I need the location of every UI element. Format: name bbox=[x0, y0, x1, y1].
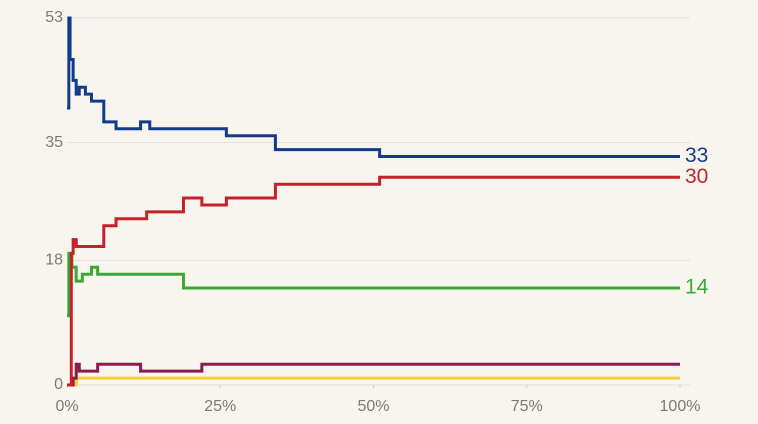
series-line bbox=[67, 362, 680, 387]
x-tick-label: 25% bbox=[204, 398, 236, 415]
series-line bbox=[67, 376, 680, 387]
series-line bbox=[67, 16, 680, 158]
y-tick-label: 18 bbox=[45, 252, 63, 269]
x-tick-label: 50% bbox=[357, 398, 389, 415]
end-label: 30 bbox=[685, 165, 708, 188]
y-tick-label: 0 bbox=[54, 376, 63, 393]
end-label: 33 bbox=[685, 144, 708, 167]
series-line bbox=[67, 251, 680, 318]
end-label: 14 bbox=[685, 276, 709, 299]
y-tick-label: 35 bbox=[45, 134, 63, 151]
x-tick-label: 75% bbox=[511, 398, 543, 415]
y-tick-label: 53 bbox=[45, 9, 63, 26]
x-tick-label: 0% bbox=[55, 398, 78, 415]
x-tick-label: 100% bbox=[660, 398, 701, 415]
series-line bbox=[67, 175, 680, 387]
